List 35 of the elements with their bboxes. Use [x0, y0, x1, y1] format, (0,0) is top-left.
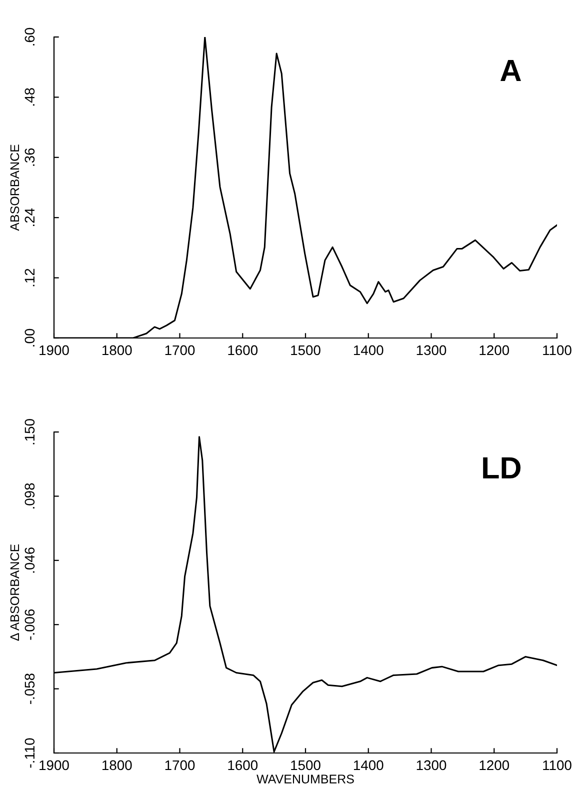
x-tick-label: 1600 — [228, 345, 258, 356]
y-tick-label: -.006 — [24, 609, 35, 640]
y-tick-label: .48 — [24, 88, 35, 106]
y-tick-label: .12 — [24, 268, 34, 286]
y-tick-label: .00 — [24, 328, 35, 346]
x-tick-label: 1700 — [165, 760, 195, 770]
x-tick-label: 1900 — [40, 760, 69, 770]
x-tick-label: 1200 — [480, 345, 510, 356]
x-tick-label: 1500 — [291, 345, 320, 356]
y-tick-label: .098 — [24, 483, 35, 508]
x-tick-label: 1800 — [102, 760, 132, 770]
y-tick-label: -.110 — [24, 738, 35, 768]
y-axis-title: ABSORBANCE — [10, 144, 20, 231]
x-tick-label: 1800 — [102, 345, 132, 356]
x-tick-label: 1300 — [416, 345, 446, 356]
y-tick-label: .24 — [24, 208, 34, 226]
x-tick-label: 1500 — [291, 760, 320, 770]
x-tick-label: 1400 — [354, 760, 384, 770]
x-tick-label: 1600 — [228, 760, 258, 770]
x-tick-label: 1900 — [40, 345, 69, 356]
y-tick-label: .150 — [24, 419, 35, 444]
x-tick-label: 1100 — [543, 760, 572, 770]
y-axis-title: Δ ABSORBANCE — [10, 544, 20, 641]
annotation: LD — [483, 457, 521, 478]
x-axis-title: WAVENUMBERS — [256, 774, 354, 784]
y-tick-label: -.058 — [24, 674, 35, 704]
x-tick-label: 1100 — [543, 345, 572, 356]
x-tick-label: 1400 — [354, 345, 384, 356]
y-tick-label: .046 — [24, 547, 35, 573]
x-tick-label: 1200 — [480, 760, 510, 770]
y-tick-label: .36 — [24, 148, 35, 166]
y-tick-label: .60 — [24, 28, 35, 46]
x-tick-label: 1700 — [165, 345, 195, 356]
x-tick-label: 1300 — [416, 760, 446, 770]
annotation: A — [500, 60, 521, 82]
